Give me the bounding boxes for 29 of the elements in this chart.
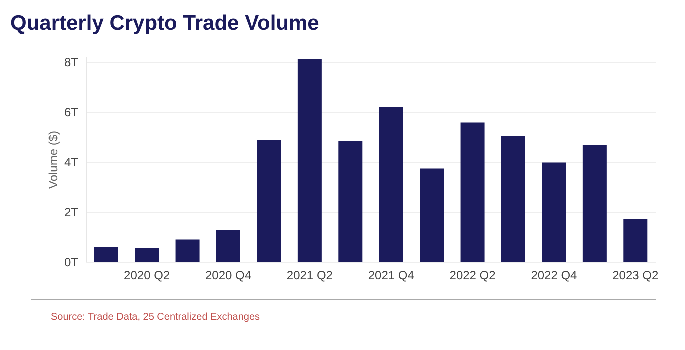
- y-tick-label: 0T: [64, 256, 80, 270]
- x-tick-label: 2023 Q2: [612, 268, 659, 282]
- bar: [338, 142, 363, 262]
- bar: [135, 248, 160, 262]
- bar: [94, 247, 118, 262]
- bar: [257, 140, 282, 262]
- y-tick-label: 4T: [64, 156, 80, 170]
- x-tick-label: 2021 Q4: [368, 268, 415, 282]
- y-tick-label: 2T: [64, 206, 80, 220]
- bar: [298, 59, 322, 262]
- bar: [420, 168, 444, 262]
- y-tick-label: 6T: [64, 106, 80, 120]
- x-tick-label: 2020 Q2: [124, 268, 170, 282]
- x-tick-label: 2022 Q2: [450, 268, 496, 282]
- bar: [460, 122, 485, 262]
- x-tick-label: 2020 Q4: [205, 268, 252, 282]
- bar: [542, 162, 566, 262]
- bar: [216, 230, 240, 262]
- bar: [582, 145, 607, 262]
- source-note: Source: Trade Data, 25 Centralized Exchanges: [51, 312, 260, 323]
- bar: [176, 240, 200, 262]
- y-axis-title: Volume ($): [46, 130, 60, 190]
- bar: [502, 136, 526, 262]
- bar: [379, 107, 404, 262]
- bar: [624, 219, 648, 262]
- x-tick-label: 2022 Q4: [531, 268, 578, 282]
- chart-title: Quarterly Crypto Trade Volume: [10, 12, 320, 35]
- x-tick-label: 2021 Q2: [286, 268, 334, 282]
- y-tick-label: 8T: [64, 56, 80, 70]
